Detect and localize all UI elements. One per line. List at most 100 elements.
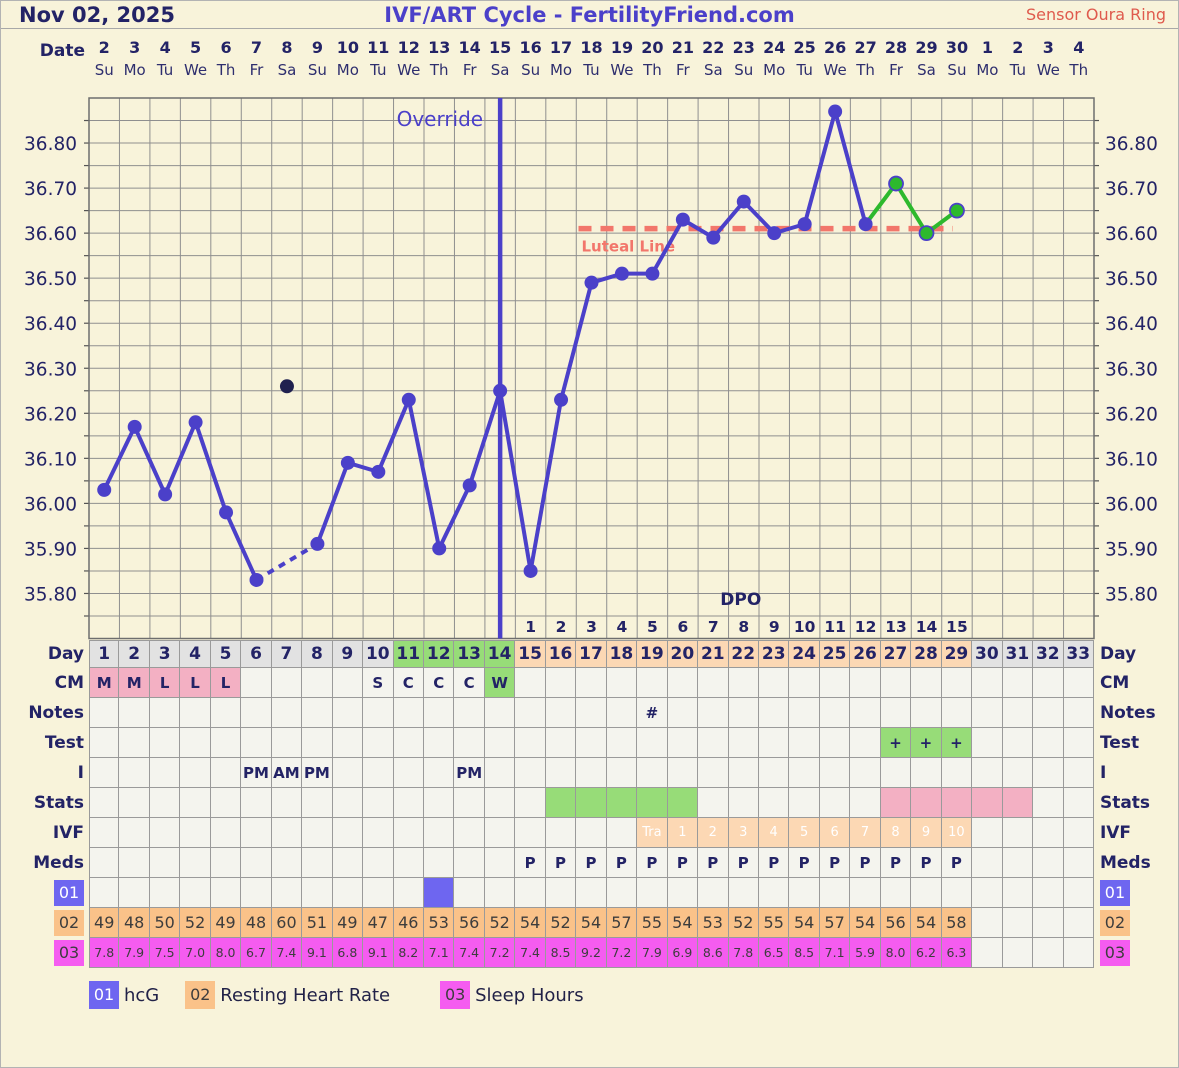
cell-r03-day12[interactable]: 7.1 — [423, 938, 455, 968]
cell-r02-day26[interactable]: 54 — [850, 908, 881, 938]
cell-day-day23[interactable]: 23 — [758, 640, 790, 668]
cell-cm-day32[interactable] — [1033, 668, 1064, 698]
cell-cm-day31[interactable] — [1002, 668, 1034, 698]
cell-test-day8[interactable] — [302, 728, 333, 758]
cell-stats-day21[interactable] — [698, 788, 729, 818]
cell-cm-day10[interactable]: S — [363, 668, 394, 698]
cell-meds-day30[interactable] — [972, 848, 1003, 878]
cell-day-day9[interactable]: 9 — [332, 640, 364, 668]
cell-cm-day9[interactable] — [332, 668, 364, 698]
cell-test-day23[interactable] — [758, 728, 790, 758]
cell-ivf-day3[interactable] — [149, 818, 181, 848]
cell-stats-day24[interactable] — [789, 788, 820, 818]
cell-r01-day3[interactable] — [149, 878, 181, 908]
cell-ivf-day4[interactable] — [180, 818, 211, 848]
cell-day-day26[interactable]: 26 — [850, 640, 881, 668]
cell-i-day16[interactable] — [545, 758, 577, 788]
cell-stats-day26[interactable] — [850, 788, 881, 818]
cell-r03-day26[interactable]: 5.9 — [850, 938, 881, 968]
temp-point-day9[interactable] — [340, 455, 355, 470]
cell-cm-day3[interactable]: L — [149, 668, 181, 698]
cell-r01-day10[interactable] — [363, 878, 394, 908]
cell-stats-day30[interactable] — [972, 788, 1003, 818]
cell-day-day7[interactable]: 7 — [271, 640, 303, 668]
cell-r03-day2[interactable]: 7.9 — [119, 938, 150, 968]
cell-i-day18[interactable] — [606, 758, 638, 788]
cell-meds-day4[interactable] — [180, 848, 211, 878]
cell-r02-day11[interactable]: 46 — [393, 908, 424, 938]
cell-cm-day8[interactable] — [302, 668, 333, 698]
cell-notes-day31[interactable] — [1002, 698, 1034, 728]
cell-meds-day17[interactable]: P — [576, 848, 607, 878]
cell-r01-day25[interactable] — [819, 878, 851, 908]
cell-r01-day9[interactable] — [332, 878, 364, 908]
cell-test-day15[interactable] — [515, 728, 546, 758]
cell-test-day11[interactable] — [393, 728, 424, 758]
cell-day-day32[interactable]: 32 — [1033, 640, 1064, 668]
cell-meds-day16[interactable]: P — [545, 848, 577, 878]
cell-r02-day6[interactable]: 48 — [241, 908, 272, 938]
cell-r01-day8[interactable] — [302, 878, 333, 908]
cell-cm-day30[interactable] — [972, 668, 1003, 698]
cell-r01-day11[interactable] — [393, 878, 424, 908]
cell-cm-day24[interactable] — [789, 668, 820, 698]
cell-r02-day16[interactable]: 52 — [545, 908, 577, 938]
cell-stats-day8[interactable] — [302, 788, 333, 818]
cell-r03-day6[interactable]: 6.7 — [241, 938, 272, 968]
cell-i-day22[interactable] — [728, 758, 759, 788]
cell-notes-day14[interactable] — [484, 698, 516, 728]
cell-cm-day18[interactable] — [606, 668, 638, 698]
cell-ivf-day14[interactable] — [484, 818, 516, 848]
cell-day-day28[interactable]: 28 — [911, 640, 942, 668]
cell-r03-day3[interactable]: 7.5 — [149, 938, 181, 968]
cell-test-day2[interactable] — [119, 728, 150, 758]
cell-r03-day18[interactable]: 7.2 — [606, 938, 638, 968]
cell-test-day1[interactable] — [89, 728, 120, 758]
cell-day-day29[interactable]: 29 — [941, 640, 973, 668]
cell-test-day17[interactable] — [576, 728, 607, 758]
cell-stats-day19[interactable] — [637, 788, 668, 818]
cell-meds-day3[interactable] — [149, 848, 181, 878]
temp-point-day18[interactable] — [614, 266, 629, 281]
cell-day-day17[interactable]: 17 — [576, 640, 607, 668]
cell-test-day9[interactable] — [332, 728, 364, 758]
cell-test-day26[interactable] — [850, 728, 881, 758]
cell-test-day10[interactable] — [363, 728, 394, 758]
cell-test-day16[interactable] — [545, 728, 577, 758]
cell-ivf-day17[interactable] — [576, 818, 607, 848]
cell-ivf-day6[interactable] — [241, 818, 272, 848]
cell-cm-day22[interactable] — [728, 668, 759, 698]
cell-r01-day18[interactable] — [606, 878, 638, 908]
cell-test-day7[interactable] — [271, 728, 303, 758]
cell-meds-day18[interactable]: P — [606, 848, 638, 878]
cell-test-day27[interactable]: + — [880, 728, 912, 758]
cell-day-day12[interactable]: 12 — [423, 640, 455, 668]
cell-ivf-day30[interactable] — [972, 818, 1003, 848]
cell-ivf-day32[interactable] — [1033, 818, 1064, 848]
cell-stats-day12[interactable] — [423, 788, 455, 818]
cell-r02-day17[interactable]: 54 — [576, 908, 607, 938]
cell-day-day10[interactable]: 10 — [363, 640, 394, 668]
cell-meds-day6[interactable] — [241, 848, 272, 878]
cell-day-day8[interactable]: 8 — [302, 640, 333, 668]
cell-r02-day14[interactable]: 52 — [484, 908, 516, 938]
cell-notes-day17[interactable] — [576, 698, 607, 728]
cell-stats-day32[interactable] — [1033, 788, 1064, 818]
cell-r02-day4[interactable]: 52 — [180, 908, 211, 938]
cell-test-day20[interactable] — [667, 728, 699, 758]
cell-r01-day24[interactable] — [789, 878, 820, 908]
cell-notes-day9[interactable] — [332, 698, 364, 728]
cell-stats-day10[interactable] — [363, 788, 394, 818]
cell-r02-day22[interactable]: 52 — [728, 908, 759, 938]
cell-test-day25[interactable] — [819, 728, 851, 758]
cell-r02-day8[interactable]: 51 — [302, 908, 333, 938]
cell-day-day19[interactable]: 19 — [637, 640, 668, 668]
cell-r03-day17[interactable]: 9.2 — [576, 938, 607, 968]
cell-r01-day26[interactable] — [850, 878, 881, 908]
cell-ivf-day23[interactable]: 4 — [758, 818, 790, 848]
cell-r02-day29[interactable]: 58 — [941, 908, 973, 938]
cell-i-day24[interactable] — [789, 758, 820, 788]
cell-stats-day25[interactable] — [819, 788, 851, 818]
cell-notes-day15[interactable] — [515, 698, 546, 728]
cell-notes-day7[interactable] — [271, 698, 303, 728]
